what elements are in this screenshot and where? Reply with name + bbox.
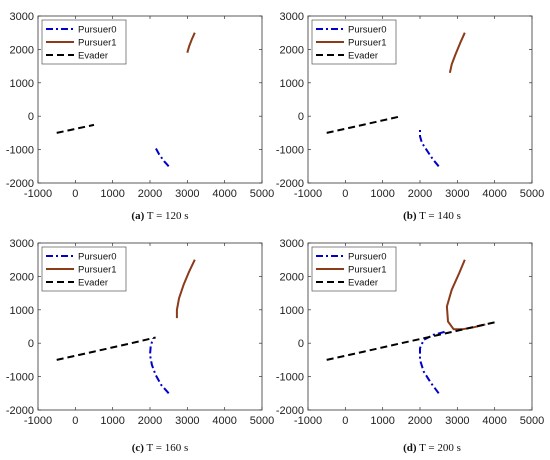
y-tick-label: 0 bbox=[28, 111, 34, 123]
legend: Pursuer0 Pursuer1 Evader bbox=[311, 246, 397, 292]
panel-caption-text: T = 140 s bbox=[417, 210, 461, 222]
y-tick-label: 0 bbox=[298, 111, 304, 123]
y-tick-label: 1000 bbox=[280, 305, 304, 317]
y-tick-label: 3000 bbox=[280, 11, 304, 23]
panel-caption: (d) T = 200 s bbox=[403, 442, 461, 454]
legend-label-evader: Evader bbox=[78, 51, 108, 62]
y-tick-label: 2000 bbox=[280, 271, 304, 283]
x-tick-label: -1000 bbox=[24, 415, 52, 427]
y-tick-label: -1000 bbox=[6, 145, 34, 157]
chart-panel: -1000 0 1000 2000 3000 4000 5000-2000-10000100… bbox=[6, 238, 274, 454]
x-tick-label: 3000 bbox=[175, 415, 199, 427]
y-tick-label: 1000 bbox=[280, 78, 304, 90]
x-tick-label: 4000 bbox=[212, 415, 236, 427]
series-line-pursuer0 bbox=[149, 337, 170, 394]
series-line-evader bbox=[326, 320, 499, 361]
y-tick-label: -1000 bbox=[276, 145, 304, 157]
series-line-pursuer1 bbox=[448, 32, 466, 74]
series-line-pursuer0 bbox=[154, 147, 170, 167]
panel-caption: (a) T = 120 s bbox=[131, 210, 188, 222]
y-tick-label: -2000 bbox=[276, 405, 304, 417]
legend-label-pursuer1: Pursuer1 bbox=[348, 265, 387, 276]
y-tick-label: 3000 bbox=[10, 238, 34, 250]
panel-caption-text: T = 120 s bbox=[144, 210, 188, 222]
x-tick-label: 1000 bbox=[100, 415, 124, 427]
series-line-pursuer1 bbox=[175, 259, 196, 319]
series-line-evader bbox=[56, 123, 95, 134]
series-line-evader bbox=[326, 115, 402, 134]
y-tick-label: -2000 bbox=[276, 178, 304, 190]
x-tick-label: 5000 bbox=[520, 188, 544, 200]
x-tick-label: 1000 bbox=[100, 188, 124, 200]
legend-label-evader: Evader bbox=[78, 278, 108, 289]
y-tick-label: 3000 bbox=[10, 11, 34, 23]
panel-caption-letter: (d) bbox=[403, 442, 417, 454]
legend-label-pursuer0: Pursuer0 bbox=[348, 25, 387, 36]
legend-label-evader: Evader bbox=[348, 51, 378, 62]
x-tick-label: 2000 bbox=[408, 188, 432, 200]
chart-panel: -1000 0 1000 2000 3000 4000 5000-2000-10000100… bbox=[276, 11, 544, 222]
y-tick-label: -2000 bbox=[6, 405, 34, 417]
y-tick-label: 1000 bbox=[10, 305, 34, 317]
x-tick-label: -1000 bbox=[294, 188, 322, 200]
legend: Pursuer0 Pursuer1 Evader bbox=[41, 246, 127, 292]
panel-caption-text: T = 160 s bbox=[144, 442, 188, 454]
legend: Pursuer0 Pursuer1 Evader bbox=[311, 19, 397, 65]
x-tick-label: 3000 bbox=[175, 188, 199, 200]
legend-label-evader: Evader bbox=[348, 278, 378, 289]
y-tick-label: -2000 bbox=[6, 178, 34, 190]
panel-caption-letter: (a) bbox=[131, 210, 144, 222]
y-tick-label: 2000 bbox=[10, 271, 34, 283]
chart-panel: -1000 0 1000 2000 3000 4000 5000-2000-10000100… bbox=[6, 11, 274, 222]
legend: Pursuer0 Pursuer1 Evader bbox=[41, 19, 127, 65]
x-tick-label: 2000 bbox=[138, 188, 162, 200]
x-tick-label: 5000 bbox=[520, 415, 544, 427]
legend-label-pursuer0: Pursuer0 bbox=[78, 25, 117, 36]
x-tick-label: 3000 bbox=[445, 415, 469, 427]
x-tick-label: 0 bbox=[342, 188, 348, 200]
x-tick-label: 4000 bbox=[482, 415, 506, 427]
y-tick-label: 3000 bbox=[280, 238, 304, 250]
legend-label-pursuer0: Pursuer0 bbox=[348, 252, 387, 263]
x-tick-label: 4000 bbox=[482, 188, 506, 200]
panel-caption: (c) T = 160 s bbox=[132, 442, 189, 454]
x-tick-label: 2000 bbox=[408, 415, 432, 427]
x-tick-label: 0 bbox=[72, 188, 78, 200]
legend-label-pursuer1: Pursuer1 bbox=[78, 38, 117, 49]
chart-panel: -1000 0 1000 2000 3000 4000 5000-2000-10000100… bbox=[276, 238, 544, 454]
x-tick-label: 0 bbox=[72, 415, 78, 427]
legend-label-pursuer1: Pursuer1 bbox=[78, 265, 117, 276]
panel-caption-letter: (b) bbox=[403, 210, 417, 222]
x-tick-label: 4000 bbox=[212, 188, 236, 200]
y-tick-label: 1000 bbox=[10, 78, 34, 90]
y-tick-label: 2000 bbox=[10, 44, 34, 56]
x-tick-label: 2000 bbox=[138, 415, 162, 427]
x-tick-label: 5000 bbox=[250, 188, 274, 200]
y-tick-label: 2000 bbox=[280, 44, 304, 56]
x-tick-label: 5000 bbox=[250, 415, 274, 427]
series-line-pursuer1 bbox=[186, 32, 196, 53]
x-tick-label: 1000 bbox=[370, 188, 394, 200]
x-tick-label: -1000 bbox=[294, 415, 322, 427]
legend-label-pursuer1: Pursuer1 bbox=[348, 38, 387, 49]
x-tick-label: 0 bbox=[342, 415, 348, 427]
panel-caption-letter: (c) bbox=[132, 442, 145, 454]
legend-box bbox=[41, 246, 127, 292]
y-tick-label: -1000 bbox=[276, 372, 304, 384]
panel-caption: (b) T = 140 s bbox=[403, 210, 461, 222]
y-tick-label: -1000 bbox=[6, 372, 34, 384]
series-line-evader bbox=[56, 336, 156, 361]
legend-label-pursuer0: Pursuer0 bbox=[78, 252, 117, 263]
x-tick-label: 1000 bbox=[370, 415, 394, 427]
y-tick-label: 0 bbox=[298, 338, 304, 350]
y-tick-label: 0 bbox=[28, 338, 34, 350]
x-tick-label: -1000 bbox=[24, 188, 52, 200]
panel-caption-text: T = 200 s bbox=[417, 442, 461, 454]
x-tick-label: 3000 bbox=[445, 188, 469, 200]
